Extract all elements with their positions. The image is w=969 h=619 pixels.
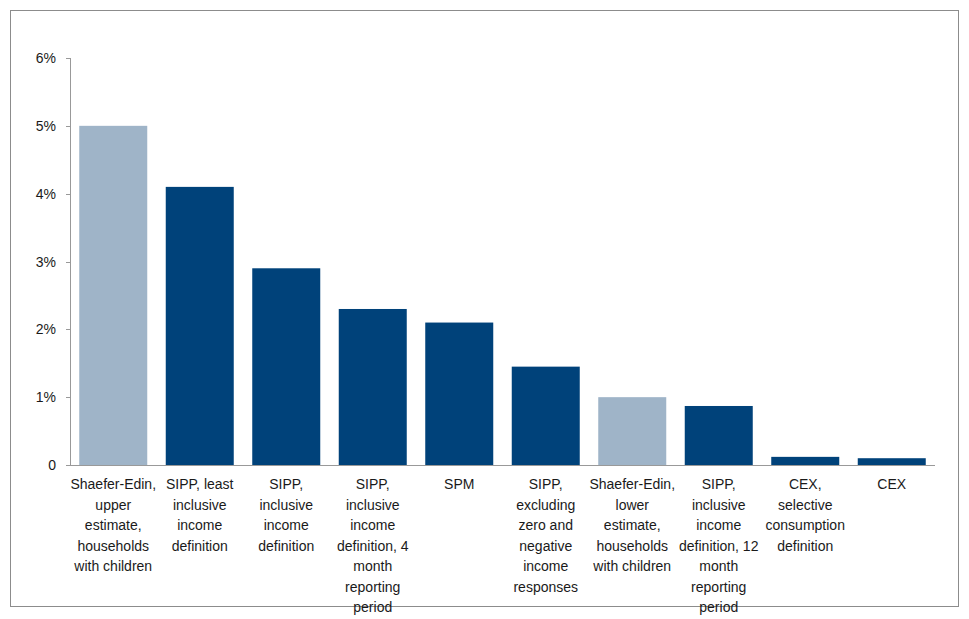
x-tick-label: SIPP, leastinclusiveincomedefinition <box>166 476 234 554</box>
frame <box>11 11 959 607</box>
bar <box>166 187 234 465</box>
y-tick <box>66 465 71 466</box>
bar <box>771 457 839 465</box>
y-tick-label: 4% <box>36 186 56 202</box>
x-tick-label: SPM <box>444 476 474 492</box>
x-tick-label: SIPP,inclusiveincomedefinition, 12monthr… <box>679 476 759 615</box>
bars <box>79 126 926 465</box>
y-tick <box>66 397 71 398</box>
x-tick-label: SIPP,excludingzero andnegativeincomeresp… <box>513 476 578 595</box>
bar <box>598 397 666 465</box>
y-tick <box>66 262 71 263</box>
x-tick-label: Shaefer-Edin,upperestimate,householdswit… <box>70 476 156 574</box>
bar <box>79 126 147 465</box>
bar <box>512 367 580 465</box>
x-axis <box>70 465 935 466</box>
y-tick-label: 2% <box>36 321 56 337</box>
chart: 0 1% 2% 3% 4% 5% 6% Shaefer-Edin,upperestimate,… <box>0 0 969 619</box>
y-tick <box>66 58 71 59</box>
y-tick-label: 0 <box>48 457 56 473</box>
y-tick-label: 5% <box>36 118 56 134</box>
y-tick <box>66 194 71 195</box>
bar <box>252 268 320 465</box>
x-tick-label: Shaefer-Edin,lowerestimate,householdswit… <box>589 476 675 574</box>
bar <box>425 323 493 465</box>
x-tick-label: CEX,selectiveconsumptiondefinition <box>766 476 845 554</box>
y-tick <box>66 329 71 330</box>
x-tick-label: CEX <box>877 476 906 492</box>
y-axis <box>70 58 71 465</box>
y-tick-label: 1% <box>36 389 56 405</box>
y-tick-label: 3% <box>36 254 56 270</box>
bar <box>685 406 753 465</box>
y-tick <box>66 126 71 127</box>
bar <box>858 458 926 465</box>
x-tick-label: SIPP,inclusiveincomedefinition <box>258 476 314 554</box>
bar <box>339 309 407 465</box>
x-tick-label: SIPP,inclusiveincomedefinition, 4monthre… <box>337 476 409 615</box>
y-tick-label: 6% <box>36 50 56 66</box>
